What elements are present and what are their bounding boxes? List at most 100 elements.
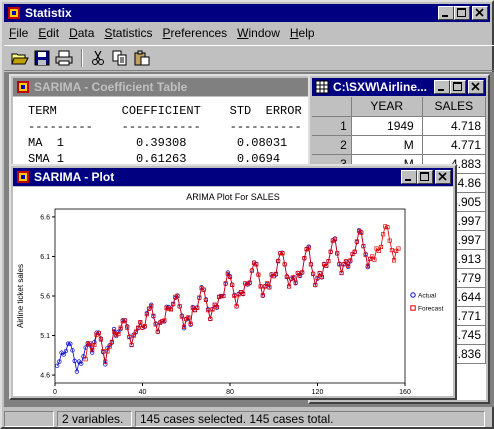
- data-point: [214, 305, 219, 310]
- column-header-year[interactable]: YEAR: [351, 97, 423, 117]
- data-point: [381, 232, 386, 237]
- data-point: [186, 315, 191, 320]
- data-point: [125, 325, 130, 330]
- status-cell-blank: [4, 411, 54, 427]
- data-point: [61, 352, 66, 357]
- menu-window[interactable]: Window: [237, 25, 280, 40]
- minimize-button[interactable]: [438, 6, 454, 20]
- close-button[interactable]: [435, 170, 451, 184]
- data-point: [262, 284, 268, 289]
- data-point: [254, 262, 259, 267]
- data-point: [221, 293, 226, 299]
- data-point: [147, 306, 152, 311]
- data-point: [210, 307, 215, 312]
- data-point: [173, 294, 178, 299]
- coefficient-header: TERM COEFFICIENT STD ERROR: [28, 104, 302, 118]
- data-point: [291, 274, 296, 280]
- data-point: [168, 307, 173, 312]
- data-point: [332, 237, 338, 242]
- data-point: [341, 262, 346, 267]
- window-icon: [16, 80, 30, 94]
- data-point: [114, 332, 119, 337]
- data-point: [383, 224, 388, 229]
- data-point: [166, 306, 171, 311]
- x-tick-label: 160: [399, 389, 411, 396]
- menu-file[interactable]: File: [9, 25, 29, 40]
- status-cases: 145 cases selected. 145 cases total.: [135, 411, 485, 427]
- data-point: [92, 342, 97, 348]
- data-point: [284, 274, 289, 280]
- close-button[interactable]: [472, 6, 488, 20]
- main-title-bar[interactable]: Statistix: [4, 4, 490, 22]
- menu-statistics[interactable]: Statistics: [104, 25, 153, 40]
- data-point: [385, 225, 390, 230]
- spreadsheet-title-bar[interactable]: C:\SXW\Airline...: [312, 78, 486, 96]
- column-header-sales[interactable]: SALES: [422, 97, 486, 117]
- data-point: [188, 321, 193, 326]
- data-point: [144, 312, 149, 317]
- data-point: [83, 357, 88, 362]
- data-point: [136, 325, 141, 330]
- row-header[interactable]: 1: [312, 116, 352, 136]
- data-point: [276, 259, 281, 264]
- minimize-button[interactable]: [434, 80, 450, 94]
- print-icon[interactable]: [54, 48, 74, 68]
- data-point: [201, 287, 206, 292]
- y-tick-label: 4.6: [40, 373, 50, 380]
- data-point: [273, 271, 278, 276]
- data-point: [258, 284, 263, 289]
- table-row[interactable]: 1 1949 4.718: [312, 116, 486, 136]
- close-button[interactable]: [468, 80, 484, 94]
- data-point: [337, 262, 342, 267]
- data-point: [370, 254, 375, 259]
- coefficient-table-window: SARIMA - Coefficient Table TERM COEFFICI…: [9, 74, 317, 174]
- app-icon: [7, 6, 21, 20]
- data-point: [260, 293, 265, 298]
- data-point: [359, 230, 364, 235]
- save-icon[interactable]: [32, 48, 52, 68]
- paste-icon[interactable]: [132, 48, 152, 68]
- year-cell[interactable]: 1949: [351, 116, 423, 136]
- year-cell[interactable]: M: [351, 135, 423, 155]
- data-point: [197, 295, 202, 300]
- plot-title-bar[interactable]: SARIMA - Plot: [13, 168, 453, 186]
- menu-preferences[interactable]: Preferences: [162, 25, 228, 40]
- data-point: [182, 324, 187, 329]
- data-point: [317, 271, 322, 276]
- maximize-button[interactable]: [454, 6, 470, 20]
- y-tick-label: 6.1: [40, 254, 50, 261]
- data-point: [271, 274, 276, 279]
- data-point: [116, 331, 121, 337]
- data-point: [131, 333, 136, 338]
- table-row[interactable]: 2 M 4.771: [312, 135, 486, 155]
- menu-help[interactable]: Help: [289, 25, 315, 40]
- data-point: [208, 316, 213, 321]
- menu-data[interactable]: Data: [69, 25, 95, 40]
- maximize-button[interactable]: [450, 80, 466, 94]
- maximize-button[interactable]: [417, 170, 433, 184]
- data-point: [249, 268, 254, 273]
- copy-icon[interactable]: [110, 48, 130, 68]
- row-header[interactable]: 2: [312, 135, 352, 155]
- sales-cell[interactable]: 4.718: [422, 116, 486, 136]
- data-point: [346, 263, 351, 268]
- corner-cell[interactable]: [312, 97, 352, 117]
- data-point: [160, 319, 165, 324]
- data-point: [313, 282, 318, 287]
- menu-edit[interactable]: Edit: [38, 25, 60, 40]
- minimize-button[interactable]: [401, 170, 417, 184]
- data-point: [348, 258, 353, 263]
- chart-title: ARIMA Plot For SALES: [186, 192, 280, 202]
- data-point: [396, 246, 401, 251]
- cut-icon[interactable]: [88, 48, 108, 68]
- chart-legend: Actual Forecast: [410, 292, 443, 313]
- sales-cell[interactable]: 4.771: [422, 135, 486, 155]
- open-icon[interactable]: [10, 48, 30, 68]
- data-point: [339, 271, 344, 276]
- data-point: [155, 329, 160, 334]
- data-point: [300, 270, 305, 275]
- y-tick-label: 5.6: [40, 294, 50, 301]
- coefficient-divider: --------- ----------- ----------: [28, 120, 302, 134]
- coefficient-title-bar[interactable]: SARIMA - Coefficient Table: [13, 78, 313, 96]
